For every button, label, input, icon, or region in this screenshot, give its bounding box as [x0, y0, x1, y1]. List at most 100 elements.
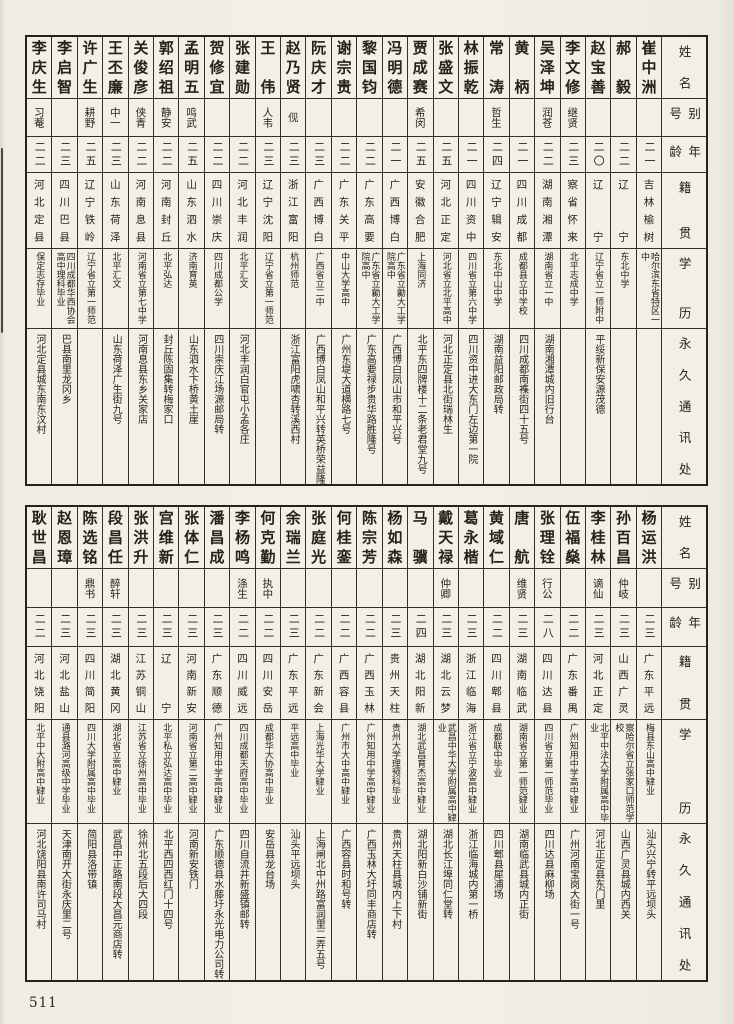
age-cell-text: 二二 [541, 140, 555, 169]
alias-cell-text: 哲生 [490, 107, 503, 128]
name-cell-text: 张盛文 [436, 40, 455, 95]
education-cell: 杭州师范 [281, 248, 306, 328]
education-cell: 湖北武昌育杰高中肄业 [408, 719, 433, 823]
native-place-cell-text: 广西容县 [337, 653, 350, 713]
alias-cell [357, 568, 382, 607]
age-cell-text: 二三 [109, 140, 123, 169]
alias-cell: 谪仙 [585, 568, 611, 607]
age-cell: 二一 [636, 136, 662, 172]
address-cell: 河北正定县东门里 [585, 823, 611, 980]
education-cell: 成都华大协高中毕业 [255, 719, 281, 823]
age-cell: 二三 [77, 607, 103, 646]
address-cell-text: 河南息县东乡关家店 [135, 334, 147, 424]
education-cell-text: 杭州师范 [288, 252, 299, 288]
native-place-cell: 江苏铜山 [128, 646, 154, 719]
person-column: 何克勤 执中 二二 四川安岳 成都华大协高中毕业 安岳县龙台场 [254, 507, 281, 980]
age-cell-text: 二二 [338, 613, 352, 641]
name-cell: 戴天禄 [434, 507, 458, 568]
alias-cell: 继贤 [560, 98, 585, 136]
native-place-cell-text: 四川崇庆 [210, 179, 223, 242]
native-place-cell: 广东高要 [357, 172, 382, 248]
age-cell-text: 二三 [84, 613, 98, 641]
address-cell-text: 河南新安铁门 [186, 829, 198, 889]
address-cell: 河北定县城东南东汶村 [27, 328, 52, 484]
age-cell: 二三 [306, 136, 331, 172]
address-cell: 天津南开大街永庆里二号 [52, 823, 77, 980]
age-cell: 二二 [154, 136, 179, 172]
native-place-cell: 四川简阳 [77, 646, 103, 719]
person-column: 李启智 二三 四川巴县 四川成都华西协会高中理科毕业 巴县南里龙冈乡 [51, 37, 77, 484]
age-cell-text: 二三 [160, 613, 174, 641]
person-column: 潘昌成 二三 广东顺德 广州知用中学高中肄业 广东顺德县水藤圩永光电力公司转 [203, 507, 230, 980]
address-cell-text: 上海闸北中州路富润里二弄五号 [313, 829, 325, 969]
name-cell: 段昌任 [103, 507, 127, 568]
person-column: 郝毅 二二 辽宁 东北中学 [610, 37, 636, 484]
name-cell-text: 常涛 [487, 40, 506, 95]
alias-cell-text: 继贤 [566, 107, 579, 128]
name-cell-text: 段昌任 [105, 510, 124, 565]
native-place-cell: 山东荷泽 [103, 172, 128, 248]
row-label-text: 别号 [667, 577, 702, 591]
education-cell-text: 北平弘达 [161, 252, 172, 288]
address-cell: 广东高要禄步贵华路胜隆号 [357, 328, 382, 484]
native-place-cell-text: 山东泗水 [185, 179, 198, 242]
alias-cell: 润苍 [535, 98, 560, 136]
person-column: 黄柄 二一 四川成都 成都县立中学校 四川成都南襍街四十五号 [508, 37, 535, 484]
education-cell: 哈尔滨东省特区一中 [636, 248, 662, 328]
alias-cell: 仲卿 [433, 568, 458, 607]
person-column: 冯明德 二一 广西博白 广东省立勷大工学院高中 广西博白凤山市和平兴号 [381, 37, 408, 484]
name-cell-text: 赵乃贤 [283, 40, 302, 95]
education-cell-text: 上海光华大学肄业 [313, 723, 324, 795]
age-cell-text: 二一 [515, 140, 529, 169]
native-place-cell-text: 湖北阳新 [413, 653, 426, 713]
alias-cell [357, 98, 382, 136]
person-column: 余瑞兰 二三 广东平远 平远高中毕业 汕头平远坝头 [280, 507, 306, 980]
age-cell-text: 二三 [592, 613, 606, 641]
address-cell: 广州东堤大道横路七号 [331, 328, 357, 484]
education-cell: 湖南省立一中 [535, 248, 560, 328]
name-cell: 赵乃贤 [281, 37, 305, 98]
name-cell-text: 马骥 [410, 510, 429, 565]
native-place-cell: 广西玉林 [357, 646, 382, 719]
education-cell: 北平汇文 [103, 248, 128, 328]
education-cell-text: 贵州大学理预科毕业 [389, 723, 400, 804]
address-cell-text: 湖南湘潭城内旧行台 [542, 334, 554, 424]
native-place-cell-text: 察省怀来 [566, 179, 579, 242]
education-cell-text: 东北中山中学 [491, 252, 502, 306]
page-number: 511 [29, 995, 58, 1011]
alias-cell-text: 涤生 [235, 577, 248, 599]
education-cell-text: 成都华大协高中毕业 [262, 723, 273, 804]
native-place-cell-text: 四川郫县 [490, 653, 503, 713]
education-cell-text: 北平汇文 [237, 252, 248, 288]
address-cell: 山东荷泽广生街九号 [103, 328, 128, 484]
age-cell: 二三 [103, 136, 128, 172]
native-place-cell: 湖北云梦 [433, 646, 458, 719]
native-place-cell-text: 河北丰润 [235, 179, 248, 242]
address-cell: 平绥新保安源茂德 [585, 328, 611, 484]
education-cell-text: 广西省立二中 [313, 252, 324, 306]
alias-cell: 仲岐 [611, 568, 636, 607]
age-cell: 二三 [128, 607, 154, 646]
education-cell: 济南育英 [179, 248, 204, 328]
row-label-cell: 年龄 [662, 136, 707, 172]
native-place-cell: 广东平远 [636, 646, 662, 719]
education-cell: 四川成都公学 [204, 248, 230, 328]
name-cell: 王丕廉 [103, 37, 127, 98]
age-cell: 二一 [382, 136, 408, 172]
row-label-text: 别号 [667, 107, 702, 121]
native-place-cell: 四川崇庆 [204, 172, 230, 248]
education-cell: 广西省立二中 [306, 248, 331, 328]
education-cell-text: 广东省立勷大工学院高中 [359, 252, 380, 324]
age-cell: 二二 [128, 136, 154, 172]
person-column: 段昌任 醉轩 二三 湖北黄冈 湖北省立高中肄业 武昌中正路南段大昌元商店转 [102, 507, 128, 980]
name-cell-text: 耿世昌 [29, 510, 48, 565]
name-cell-text: 李启智 [55, 40, 74, 95]
name-cell-text: 李杨鸣 [232, 510, 251, 565]
name-cell-text: 林振乾 [461, 40, 480, 95]
name-cell-text: 李文修 [563, 40, 582, 95]
name-cell: 何克勤 [256, 507, 280, 568]
education-cell: 上海光华大学肄业 [306, 719, 331, 823]
address-cell [636, 328, 662, 484]
native-place-cell-text: 河南新安 [185, 653, 198, 713]
name-cell-text: 阮庆才 [309, 40, 328, 95]
